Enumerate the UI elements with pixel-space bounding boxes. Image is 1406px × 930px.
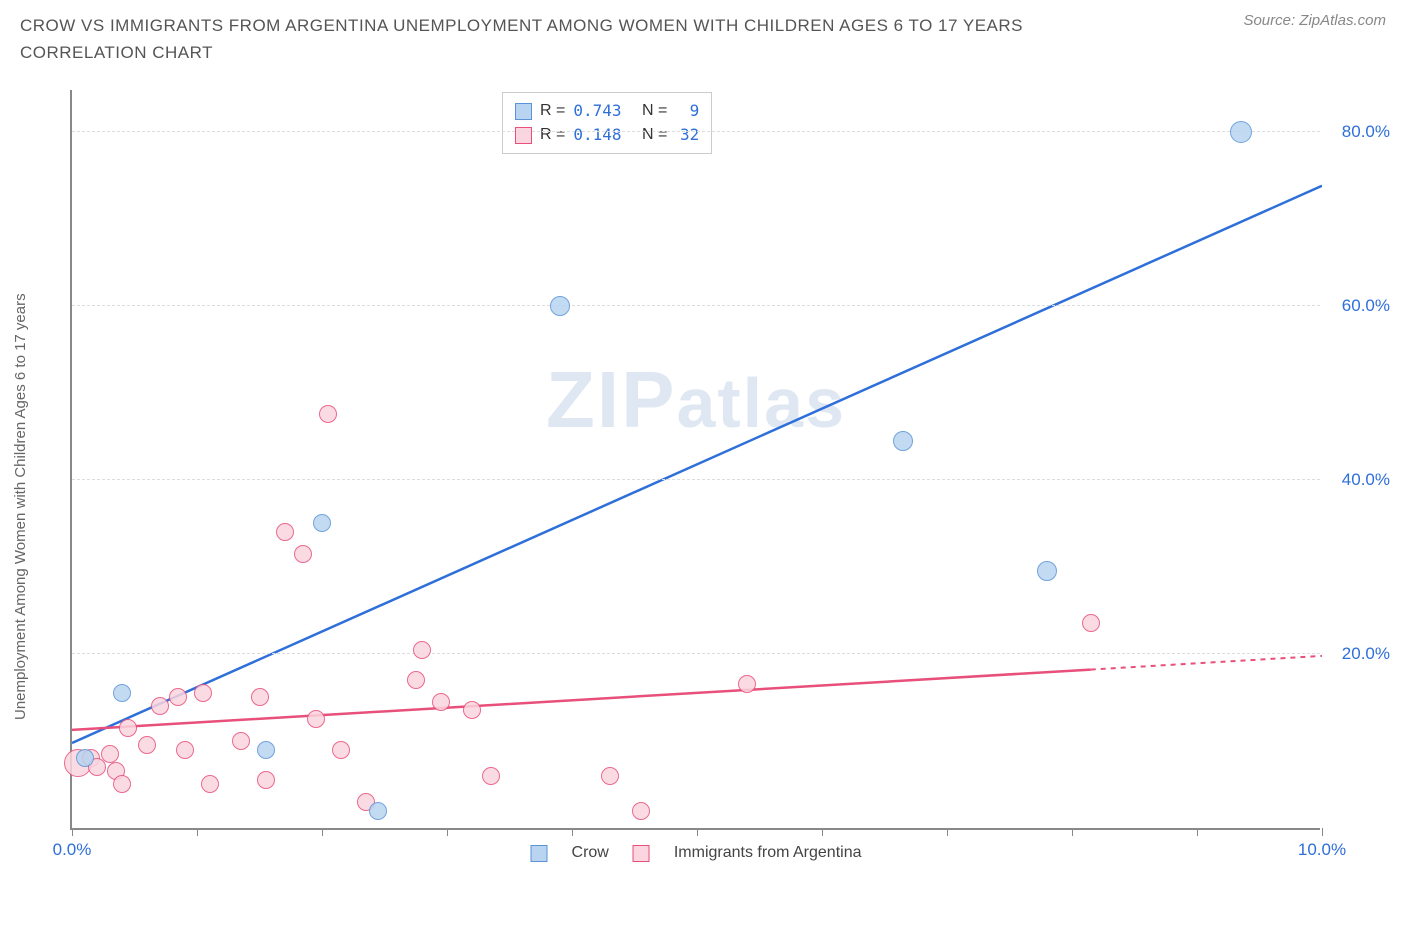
scatter-point bbox=[332, 741, 350, 759]
scatter-point bbox=[307, 710, 325, 728]
scatter-point bbox=[257, 771, 275, 789]
scatter-point bbox=[257, 741, 275, 759]
x-tick bbox=[572, 828, 573, 836]
scatter-point bbox=[413, 641, 431, 659]
x-tick bbox=[947, 828, 948, 836]
scatter-point bbox=[432, 693, 450, 711]
scatter-point bbox=[251, 688, 269, 706]
trendlines-svg bbox=[72, 90, 1322, 830]
series-legend: Crow Immigrants from Argentina bbox=[531, 844, 862, 862]
scatter-point bbox=[119, 719, 137, 737]
x-tick bbox=[447, 828, 448, 836]
gridline bbox=[72, 305, 1320, 306]
scatter-point bbox=[1230, 121, 1252, 143]
scatter-point bbox=[201, 775, 219, 793]
scatter-point bbox=[550, 296, 570, 316]
scatter-point bbox=[101, 745, 119, 763]
gridline bbox=[72, 653, 1320, 654]
scatter-point bbox=[169, 688, 187, 706]
y-tick-label: 60.0% bbox=[1342, 296, 1390, 316]
scatter-point bbox=[138, 736, 156, 754]
y-tick-label: 80.0% bbox=[1342, 122, 1390, 142]
source-attribution: Source: ZipAtlas.com bbox=[1243, 12, 1386, 29]
plot-region: ZIPatlas R = 0.743 N = 9 R = 0.148 N = 3… bbox=[70, 90, 1320, 830]
gridline bbox=[72, 479, 1320, 480]
legend-swatch-crow bbox=[531, 845, 548, 862]
x-tick-label: 0.0% bbox=[53, 840, 92, 860]
x-tick-label: 10.0% bbox=[1298, 840, 1346, 860]
scatter-point bbox=[151, 697, 169, 715]
scatter-point bbox=[632, 802, 650, 820]
scatter-point bbox=[601, 767, 619, 785]
x-tick bbox=[1322, 828, 1323, 836]
legend-label-argentina: Immigrants from Argentina bbox=[674, 844, 862, 862]
scatter-point bbox=[482, 767, 500, 785]
x-tick bbox=[322, 828, 323, 836]
scatter-point bbox=[369, 802, 387, 820]
scatter-point bbox=[1082, 614, 1100, 632]
x-tick bbox=[72, 828, 73, 836]
scatter-point bbox=[738, 675, 756, 693]
scatter-point bbox=[463, 701, 481, 719]
x-tick bbox=[1197, 828, 1198, 836]
legend-swatch-argentina bbox=[633, 845, 650, 862]
chart-area: ZIPatlas R = 0.743 N = 9 R = 0.148 N = 3… bbox=[60, 90, 1380, 880]
x-tick bbox=[1072, 828, 1073, 836]
y-tick-label: 20.0% bbox=[1342, 644, 1390, 664]
y-tick-label: 40.0% bbox=[1342, 470, 1390, 490]
scatter-point bbox=[407, 671, 425, 689]
scatter-point bbox=[194, 684, 212, 702]
scatter-point bbox=[319, 405, 337, 423]
scatter-point bbox=[176, 741, 194, 759]
scatter-point bbox=[113, 684, 131, 702]
x-tick bbox=[197, 828, 198, 836]
chart-title: CROW VS IMMIGRANTS FROM ARGENTINA UNEMPL… bbox=[20, 12, 1140, 66]
scatter-point bbox=[276, 523, 294, 541]
y-axis-label: Unemployment Among Women with Children A… bbox=[12, 293, 29, 720]
scatter-point bbox=[232, 732, 250, 750]
x-tick bbox=[822, 828, 823, 836]
gridline bbox=[72, 131, 1320, 132]
x-tick bbox=[697, 828, 698, 836]
legend-label-crow: Crow bbox=[572, 844, 609, 862]
scatter-point bbox=[1037, 561, 1057, 581]
scatter-point bbox=[893, 431, 913, 451]
scatter-point bbox=[313, 514, 331, 532]
scatter-point bbox=[76, 749, 94, 767]
scatter-point bbox=[294, 545, 312, 563]
scatter-point bbox=[113, 775, 131, 793]
